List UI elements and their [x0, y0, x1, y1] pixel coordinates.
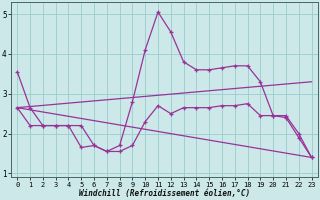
X-axis label: Windchill (Refroidissement éolien,°C): Windchill (Refroidissement éolien,°C): [79, 189, 250, 198]
